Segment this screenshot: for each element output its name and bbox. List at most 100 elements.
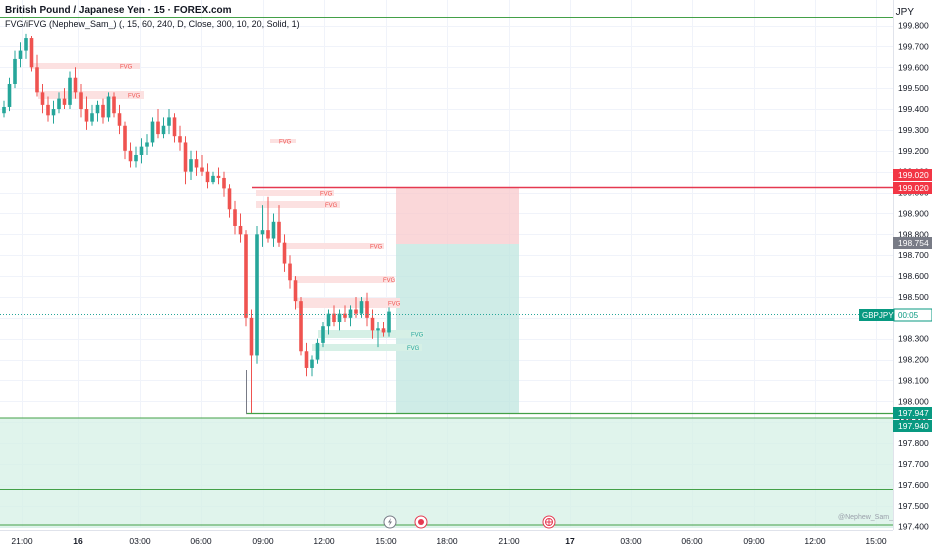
fvg-label: FVG (383, 278, 396, 284)
levels-layer (0, 17, 893, 526)
candle-body (332, 313, 336, 323)
candle-body (233, 209, 237, 226)
symbol-tag: GBPJPY (862, 311, 894, 320)
candle-body (326, 313, 331, 327)
candle-body (227, 188, 232, 210)
candle-body (365, 301, 369, 318)
candle-body (73, 77, 78, 93)
price-axis[interactable]: 199.800 199.700 199.600 199.500 199.400 199.3… (893, 0, 932, 550)
price-label-bg (893, 237, 932, 249)
fvg-label: FVG (120, 65, 133, 71)
time-axis[interactable]: 21:00 16 03:00 06:00 09:00 12:00 15:00 18:00 21:… (0, 530, 932, 550)
time-tick-label: 21:00 (498, 536, 520, 546)
candle-body (387, 311, 391, 333)
time-tick-label: 12:00 (313, 536, 335, 546)
fvg-box (286, 243, 384, 249)
event-icons[interactable] (383, 515, 556, 529)
price-label-bg (893, 169, 932, 181)
price-axis-bg (893, 0, 932, 550)
price-tick-label: 199.200 (898, 146, 929, 156)
price-tick-label: 198.300 (898, 334, 929, 344)
candle-body (106, 96, 111, 118)
time-tick-label: 12:00 (804, 536, 826, 546)
candle-body (128, 150, 133, 162)
time-tick-label: 06:00 (190, 536, 212, 546)
fvg-box (296, 298, 400, 308)
candle-body (249, 317, 254, 356)
indicator-legend[interactable]: FVG/iFVG (Nephew_Sam_) (, 15, 60, 240, D… (5, 19, 300, 29)
candle-body (271, 221, 276, 239)
candle-body (282, 242, 287, 264)
candle-body (359, 301, 364, 314)
candle-body (266, 230, 270, 239)
fvg-label: FVG (325, 203, 338, 209)
candle-body (310, 359, 314, 368)
candle-body (79, 92, 83, 110)
time-tick-label: 17 (565, 536, 575, 546)
candle-body (117, 113, 122, 126)
candle-body (315, 342, 320, 360)
candle-body (381, 328, 386, 333)
candle-body (35, 67, 39, 93)
countdown-bg (893, 308, 932, 322)
candle-body (40, 92, 45, 105)
candle-body (277, 221, 281, 243)
lightning-icon[interactable] (383, 515, 397, 529)
time-tick-label: 03:00 (620, 536, 642, 546)
price-tick-label: 198.600 (898, 271, 929, 281)
candle-body (112, 96, 116, 114)
candle-body (7, 83, 12, 107)
fvg-label: FVG (320, 192, 333, 198)
price-label-bg (893, 407, 932, 419)
price-label-bg (893, 182, 932, 194)
price-tick-label: 199.500 (898, 83, 929, 93)
candle-body (101, 104, 105, 118)
price-tick-label: 198.000 (898, 396, 929, 406)
candle-body (84, 109, 89, 122)
fvg-box (38, 91, 144, 99)
time-tick-label: 18:00 (436, 536, 458, 546)
fvg-box (270, 139, 296, 143)
candle-body (370, 317, 375, 331)
candle-body (348, 309, 353, 318)
time-tick-label: 03:00 (129, 536, 151, 546)
fvg-label: FVG (388, 302, 401, 308)
take-profit-zone (396, 244, 519, 414)
price-tick-label: 198.800 (898, 229, 929, 239)
fvg-box (318, 330, 424, 338)
candle-body (62, 98, 67, 105)
candle-body (46, 104, 50, 116)
candle-body (2, 106, 6, 114)
candle-body (376, 328, 380, 331)
candle-body (24, 38, 28, 51)
candle-body (337, 313, 342, 323)
candle-body (189, 159, 193, 172)
candle-body (156, 121, 160, 135)
candle-body (68, 77, 72, 105)
price-tick-label: 197.600 (898, 480, 929, 490)
fvg-label: FVG (370, 245, 383, 251)
candle-body (321, 326, 325, 343)
fvg-box (30, 63, 140, 69)
demand-zone (0, 418, 893, 528)
candle-body (51, 109, 56, 116)
currency-label: JPY (895, 7, 914, 18)
fvg-box (256, 190, 334, 196)
candle-body (90, 113, 94, 122)
candle-body (354, 309, 358, 314)
candle-body (211, 175, 215, 183)
record-icon[interactable] (414, 515, 428, 529)
candles-layer (2, 33, 391, 414)
time-tick-label: 06:00 (681, 536, 703, 546)
candle-body (205, 171, 210, 183)
zones-layer (0, 188, 893, 528)
time-tick-label: 15:00 (865, 536, 887, 546)
candle-body (161, 125, 166, 135)
countdown-label: 00:05 (898, 311, 919, 320)
price-tick-label: 197.800 (898, 438, 929, 448)
time-axis-bg (0, 530, 932, 550)
globe-icon[interactable] (542, 515, 556, 529)
chart-title[interactable]: British Pound / Japanese Yen · 15 · FORE… (5, 5, 232, 16)
